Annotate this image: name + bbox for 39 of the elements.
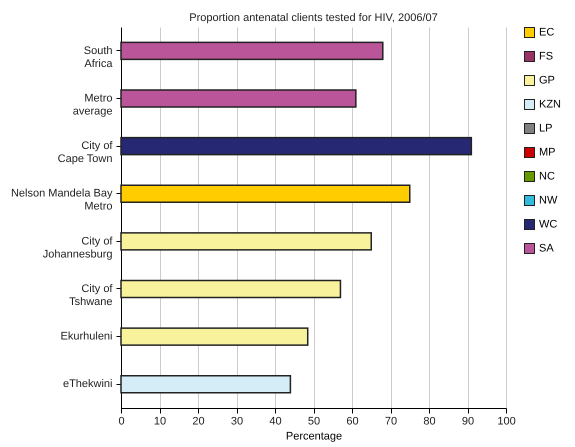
y-tick-label: Nelson Mandela Bay Metro — [10, 188, 113, 213]
x-tick-label: 0 — [118, 416, 125, 428]
legend-label: WC — [539, 218, 558, 230]
x-tick-label: 100 — [497, 416, 516, 428]
y-tick-label: City of Johannesburg — [42, 235, 114, 260]
x-tick-label: 50 — [308, 416, 320, 428]
x-tick-label: 30 — [230, 416, 244, 428]
bar — [120, 136, 472, 156]
bar — [120, 184, 410, 203]
x-tick-label: 10 — [154, 416, 166, 428]
bar — [120, 280, 342, 298]
x-tick-label: 20 — [192, 416, 205, 428]
y-tick-label: City of Cape Town — [58, 140, 114, 166]
bar — [120, 374, 292, 394]
bar — [120, 42, 384, 60]
chart-title: Proportion antenatal clients tested for HIV, 2006/07 — [189, 12, 438, 24]
x-tick-label: 40 — [269, 416, 282, 428]
legend-label: EC — [539, 26, 554, 38]
bar — [120, 327, 308, 346]
legend-label: NW — [539, 194, 558, 206]
legend-label: MP — [539, 146, 556, 158]
y-tick-label: City of Tshwane — [69, 282, 114, 308]
legend-label: NC — [539, 170, 555, 182]
y-tick-label: Metro average — [72, 92, 112, 118]
legend-label: LP — [539, 122, 552, 134]
y-tick-label: Ekurhuleni — [60, 330, 112, 343]
legend-label: FS — [539, 50, 554, 62]
bar — [120, 232, 372, 251]
x-tick-label: 70 — [384, 416, 398, 428]
bar — [120, 89, 357, 108]
legend-label: GP — [539, 74, 555, 86]
y-tick-label: South Africa — [84, 44, 114, 70]
x-tick-label: 80 — [423, 416, 436, 428]
x-tick-label: 60 — [346, 416, 359, 428]
x-tick-label: 90 — [462, 416, 474, 428]
y-tick-label: eThekwini — [62, 378, 112, 390]
x-axis-title: Percentage — [286, 430, 342, 442]
legend-label: KZN — [539, 98, 562, 110]
legend-label: SA — [539, 242, 554, 254]
